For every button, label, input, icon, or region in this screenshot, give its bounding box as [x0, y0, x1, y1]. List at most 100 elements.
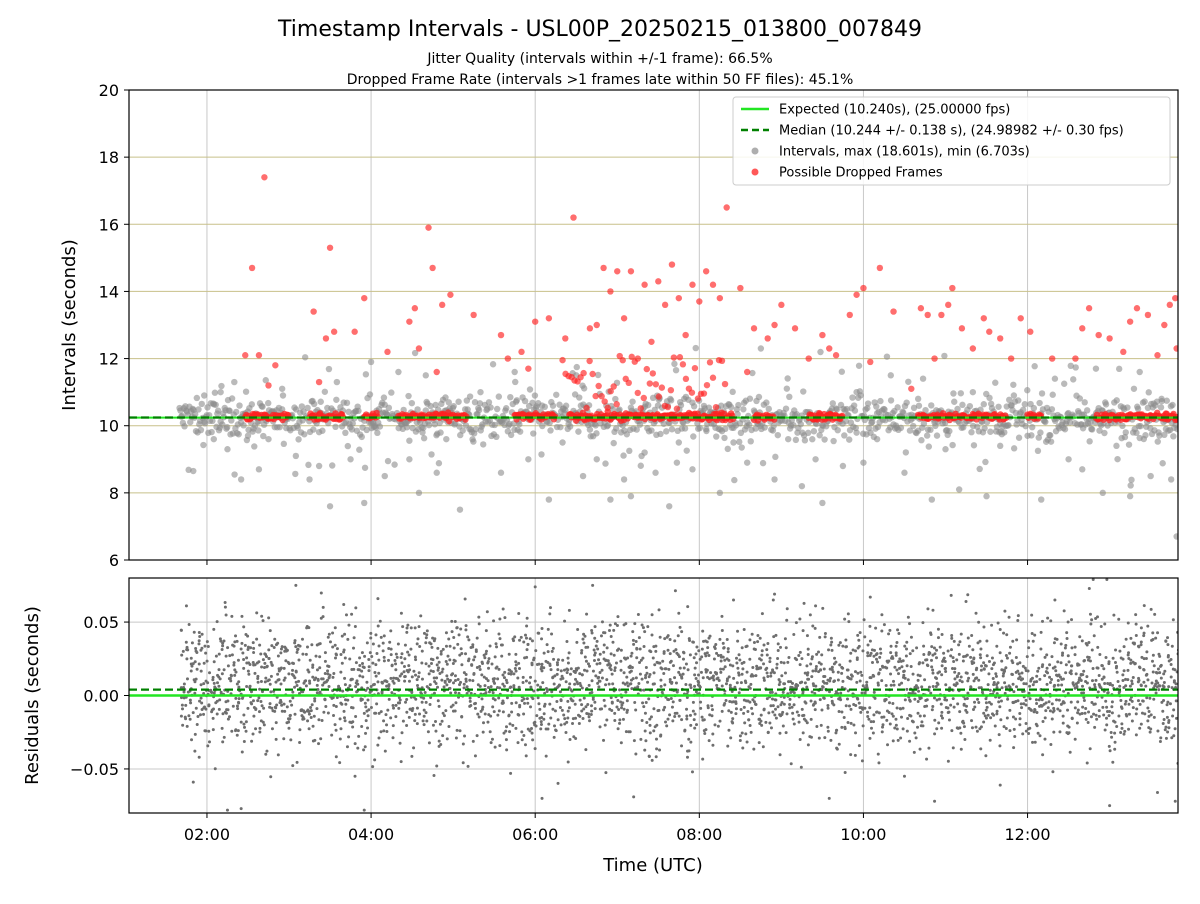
residual-point	[680, 744, 683, 747]
residual-point	[768, 660, 771, 663]
residual-point	[535, 724, 538, 727]
residual-point	[685, 717, 688, 720]
residual-point	[793, 703, 796, 706]
residual-point	[332, 714, 335, 717]
dropped-frame-point	[635, 355, 641, 361]
residual-point	[711, 708, 714, 711]
interval-point	[784, 385, 790, 391]
residual-point	[1019, 717, 1022, 720]
residual-point	[602, 651, 605, 654]
residual-point	[953, 667, 956, 670]
dropped-frame-point	[669, 261, 675, 267]
residual-point	[933, 652, 936, 655]
residual-point	[344, 703, 347, 706]
dropped-frame-point	[662, 302, 668, 308]
dropped-frame-point	[867, 359, 873, 365]
residual-point	[752, 674, 755, 677]
residual-point	[962, 722, 965, 725]
residual-point	[399, 742, 402, 745]
interval-point	[968, 429, 974, 435]
residual-point	[966, 672, 969, 675]
interval-point	[809, 436, 815, 442]
residual-point	[971, 648, 974, 651]
residual-point	[910, 665, 913, 668]
residual-point	[265, 750, 268, 753]
residual-point	[547, 723, 550, 726]
residual-point	[719, 720, 722, 723]
residual-point	[289, 700, 292, 703]
residual-point	[771, 668, 774, 671]
dropped-frame-point	[1145, 312, 1151, 318]
residual-point	[706, 669, 709, 672]
residual-point	[815, 725, 818, 728]
residual-point	[465, 624, 468, 627]
intervals-y-tick-label: 12	[99, 350, 119, 369]
interval-point	[629, 398, 635, 404]
residual-point	[207, 730, 210, 733]
residual-point	[185, 641, 188, 644]
residual-point	[533, 721, 536, 724]
interval-point	[995, 404, 1001, 410]
residual-point	[574, 703, 577, 706]
residual-point	[839, 641, 842, 644]
residual-point	[982, 661, 985, 664]
residual-point	[675, 712, 678, 715]
residual-point	[414, 655, 417, 658]
residual-point	[445, 645, 448, 648]
residual-point	[802, 629, 805, 632]
residual-point	[881, 726, 884, 729]
residual-point	[797, 654, 800, 657]
legend-entry-label: Expected (10.240s), (25.00000 fps)	[779, 103, 1010, 118]
residual-point	[771, 698, 774, 701]
residual-point	[456, 729, 459, 732]
dropped-frame-point	[659, 384, 665, 390]
residual-point	[765, 648, 768, 651]
residual-point	[509, 686, 512, 689]
interval-point	[669, 426, 675, 432]
residual-point	[721, 684, 724, 687]
residual-point	[895, 641, 898, 644]
residual-point	[738, 691, 741, 694]
residual-point	[375, 702, 378, 705]
interval-point	[345, 443, 351, 449]
residual-point	[859, 671, 862, 674]
residual-point	[318, 655, 321, 658]
interval-point	[812, 456, 818, 462]
residual-point	[491, 738, 494, 741]
residual-point	[378, 644, 381, 647]
residual-point	[447, 655, 450, 658]
residual-point	[865, 681, 868, 684]
residual-point	[478, 716, 481, 719]
residual-point	[795, 621, 798, 624]
residual-point	[620, 706, 623, 709]
residual-point	[501, 643, 504, 646]
residual-point	[692, 701, 695, 704]
residual-point	[288, 662, 291, 665]
residual-point	[856, 697, 859, 700]
residual-point	[354, 742, 357, 745]
residual-point	[1021, 671, 1024, 674]
residual-point	[653, 671, 656, 674]
residual-point	[287, 672, 290, 675]
residual-point	[396, 656, 399, 659]
residual-point	[181, 704, 184, 707]
legend-entry-label: Median (10.244 +/- 0.138 s), (24.98982 +…	[779, 124, 1124, 139]
residual-point	[591, 631, 594, 634]
dropped-frame-point	[589, 371, 595, 377]
interval-point	[470, 438, 476, 444]
residual-point	[994, 672, 997, 675]
residual-point	[495, 642, 498, 645]
residual-point	[902, 659, 905, 662]
residual-point	[409, 648, 412, 651]
residual-point	[838, 743, 841, 746]
residual-point	[953, 640, 956, 643]
residual-point	[747, 718, 750, 721]
residual-point	[269, 683, 272, 686]
residual-point	[822, 696, 825, 699]
residual-point	[312, 725, 315, 728]
residual-point	[950, 729, 953, 732]
residual-point	[709, 635, 712, 638]
interval-point	[1047, 432, 1053, 438]
residual-point	[617, 647, 620, 650]
residual-point	[622, 718, 625, 721]
